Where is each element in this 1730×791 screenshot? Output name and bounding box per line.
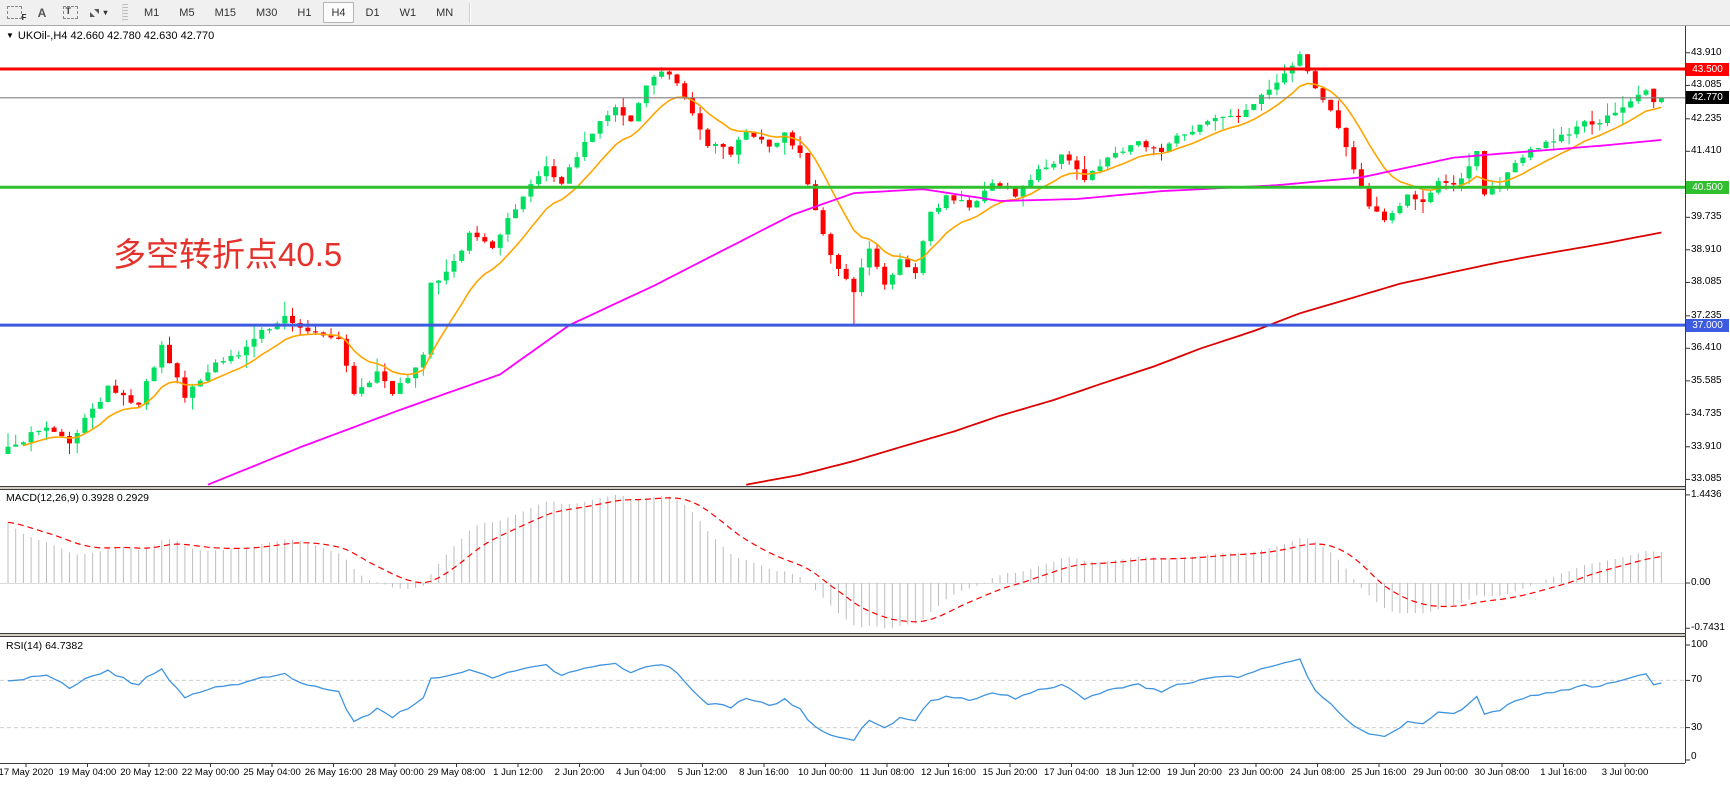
time-scale-label: 22 May 00:00 — [181, 767, 240, 778]
time-scale-label: 28 May 00:00 — [366, 767, 424, 778]
current-price-badge: 42.770 — [1686, 91, 1729, 105]
text-tool-icon: A — [37, 5, 47, 20]
price-scale-label: 36.410 — [1691, 342, 1722, 354]
pivot-line-badge: 40.500 — [1686, 180, 1729, 194]
price-scale-label: 41.410 — [1691, 145, 1722, 157]
time-scale-label: 26 May 16:00 — [304, 767, 363, 778]
time-scale-label: 24 Jun 08:00 — [1290, 767, 1345, 778]
time-scale-label: 30 Jun 08:00 — [1474, 767, 1530, 778]
time-scale-label: 18 Jun 12:00 — [1105, 767, 1161, 778]
time-scale-label: 2 Jun 20:00 — [554, 767, 605, 778]
timeframe-h1-button[interactable]: H1 — [297, 6, 312, 19]
price-scale-label: 43.910 — [1691, 46, 1722, 58]
time-scale-label: 23 Jun 00:00 — [1228, 767, 1284, 778]
text-tool-button[interactable]: A — [30, 2, 54, 23]
price-scale-label: 38.085 — [1691, 276, 1722, 288]
time-scale-label: 25 Jun 16:00 — [1351, 767, 1407, 778]
chart-title: ▼ UKOil-,H4 42.660 42.780 42.630 42.770 — [6, 30, 214, 42]
time-scale-label: 3 Jul 00:00 — [1601, 767, 1649, 778]
panel-separator[interactable] — [0, 486, 1685, 490]
time-scale-label: 29 Jun 00:00 — [1413, 767, 1468, 778]
fibonacci-icon: F — [6, 6, 27, 22]
panel-separator[interactable] — [0, 633, 1685, 637]
macd-signal-line — [7, 497, 1662, 623]
timeframe-h4-button[interactable]: H4 — [323, 2, 354, 23]
rsi-scale-label: 0 — [1691, 751, 1697, 762]
time-scale-label: 25 May 04:00 — [243, 767, 301, 778]
arrows-tool-button[interactable]: ▾ — [86, 2, 110, 23]
resistance-line-badge: 43.500 — [1686, 62, 1729, 76]
macd-scale-label: 0.00 — [1691, 577, 1711, 588]
ma-mid-line — [207, 139, 1662, 486]
time-scale-label: 4 Jun 04:00 — [616, 767, 666, 778]
time-scale-label: 17 Jun 04:00 — [1044, 767, 1099, 778]
arrows-icon — [90, 8, 100, 17]
time-scale-label: 29 May 08:00 — [427, 767, 486, 778]
price-scale-label: 42.235 — [1691, 112, 1722, 124]
rsi-scale-label: 30 — [1691, 721, 1703, 733]
price-scale-label: 34.735 — [1691, 408, 1722, 420]
price-scale-label: 33.910 — [1691, 440, 1722, 452]
time-scale-label: 12 Jun 16:00 — [921, 767, 976, 778]
rsi-scale-label: 100 — [1691, 639, 1708, 650]
macd-histogram — [7, 494, 1662, 629]
price-scale-label: 39.735 — [1691, 211, 1722, 223]
time-scale-label: 8 Jun 16:00 — [739, 767, 789, 778]
chart-title-text: UKOil-,H4 42.660 42.780 42.630 42.770 — [17, 30, 215, 42]
time-scale-label: 19 Jun 20:00 — [1167, 767, 1222, 778]
macd-scale-label: 1.4436 — [1691, 488, 1722, 500]
chart-annotation-text[interactable]: 多空转折点40.5 — [113, 236, 343, 273]
time-scale-label: 17 May 2020 — [0, 767, 54, 778]
support-line-badge: 37.000 — [1686, 318, 1729, 332]
timeframe-m1-button[interactable]: M1 — [144, 6, 160, 19]
time-scale-label: 11 Jun 08:00 — [859, 767, 915, 778]
time-scale-label: 10 Jun 00:00 — [798, 767, 853, 778]
macd-indicator-label: MACD(12,26,9) 0.3928 0.2929 — [6, 492, 150, 504]
toolbar-drag-handle[interactable] — [122, 3, 128, 22]
label-tool-button[interactable]: T — [58, 2, 82, 23]
fibonacci-tool-button[interactable]: F — [2, 2, 27, 23]
time-scale-label: 19 May 04:00 — [58, 767, 117, 778]
rsi-indicator-label: RSI(14) 64.7382 — [6, 640, 84, 652]
timeframe-m5-button[interactable]: M5 — [179, 6, 195, 19]
ma-slow-line — [746, 231, 1662, 486]
rsi-scale-label: 70 — [1691, 674, 1703, 686]
timeframe-mn-button[interactable]: MN — [436, 6, 454, 19]
price-scale-label: 33.085 — [1691, 473, 1722, 485]
toolbar: F A T ▾ M1 M5 M15 M30 H1 H4 D1 W1 MN — [0, 0, 1730, 26]
time-scale-label: 15 Jun 20:00 — [982, 767, 1038, 778]
rsi-line — [7, 658, 1662, 742]
price-scale-label: 35.585 — [1691, 374, 1722, 386]
time-scale-label: 1 Jul 16:00 — [1540, 767, 1587, 778]
timeframe-w1-button[interactable]: W1 — [399, 6, 417, 19]
time-scale-label: 1 Jun 12:00 — [493, 767, 543, 778]
time-scale-label: 20 May 12:00 — [120, 767, 178, 778]
timeframe-m30-button[interactable]: M30 — [255, 6, 278, 19]
toolbar-separator — [469, 2, 471, 23]
time-scale-label: 5 Jun 12:00 — [677, 767, 728, 778]
price-scale-label: 38.910 — [1691, 243, 1722, 255]
price-scale-label: 43.085 — [1691, 79, 1722, 91]
timeframe-m15-button[interactable]: M15 — [214, 6, 236, 19]
symbol-dropdown-icon[interactable]: ▼ — [6, 31, 14, 40]
macd-scale-label: -0.7431 — [1691, 622, 1725, 634]
arrows-dropdown-caret[interactable]: ▾ — [103, 8, 108, 17]
timeframe-d1-button[interactable]: D1 — [365, 6, 380, 19]
price-scale-label: 37.235 — [1691, 309, 1722, 321]
label-tool-icon: T — [62, 6, 78, 19]
